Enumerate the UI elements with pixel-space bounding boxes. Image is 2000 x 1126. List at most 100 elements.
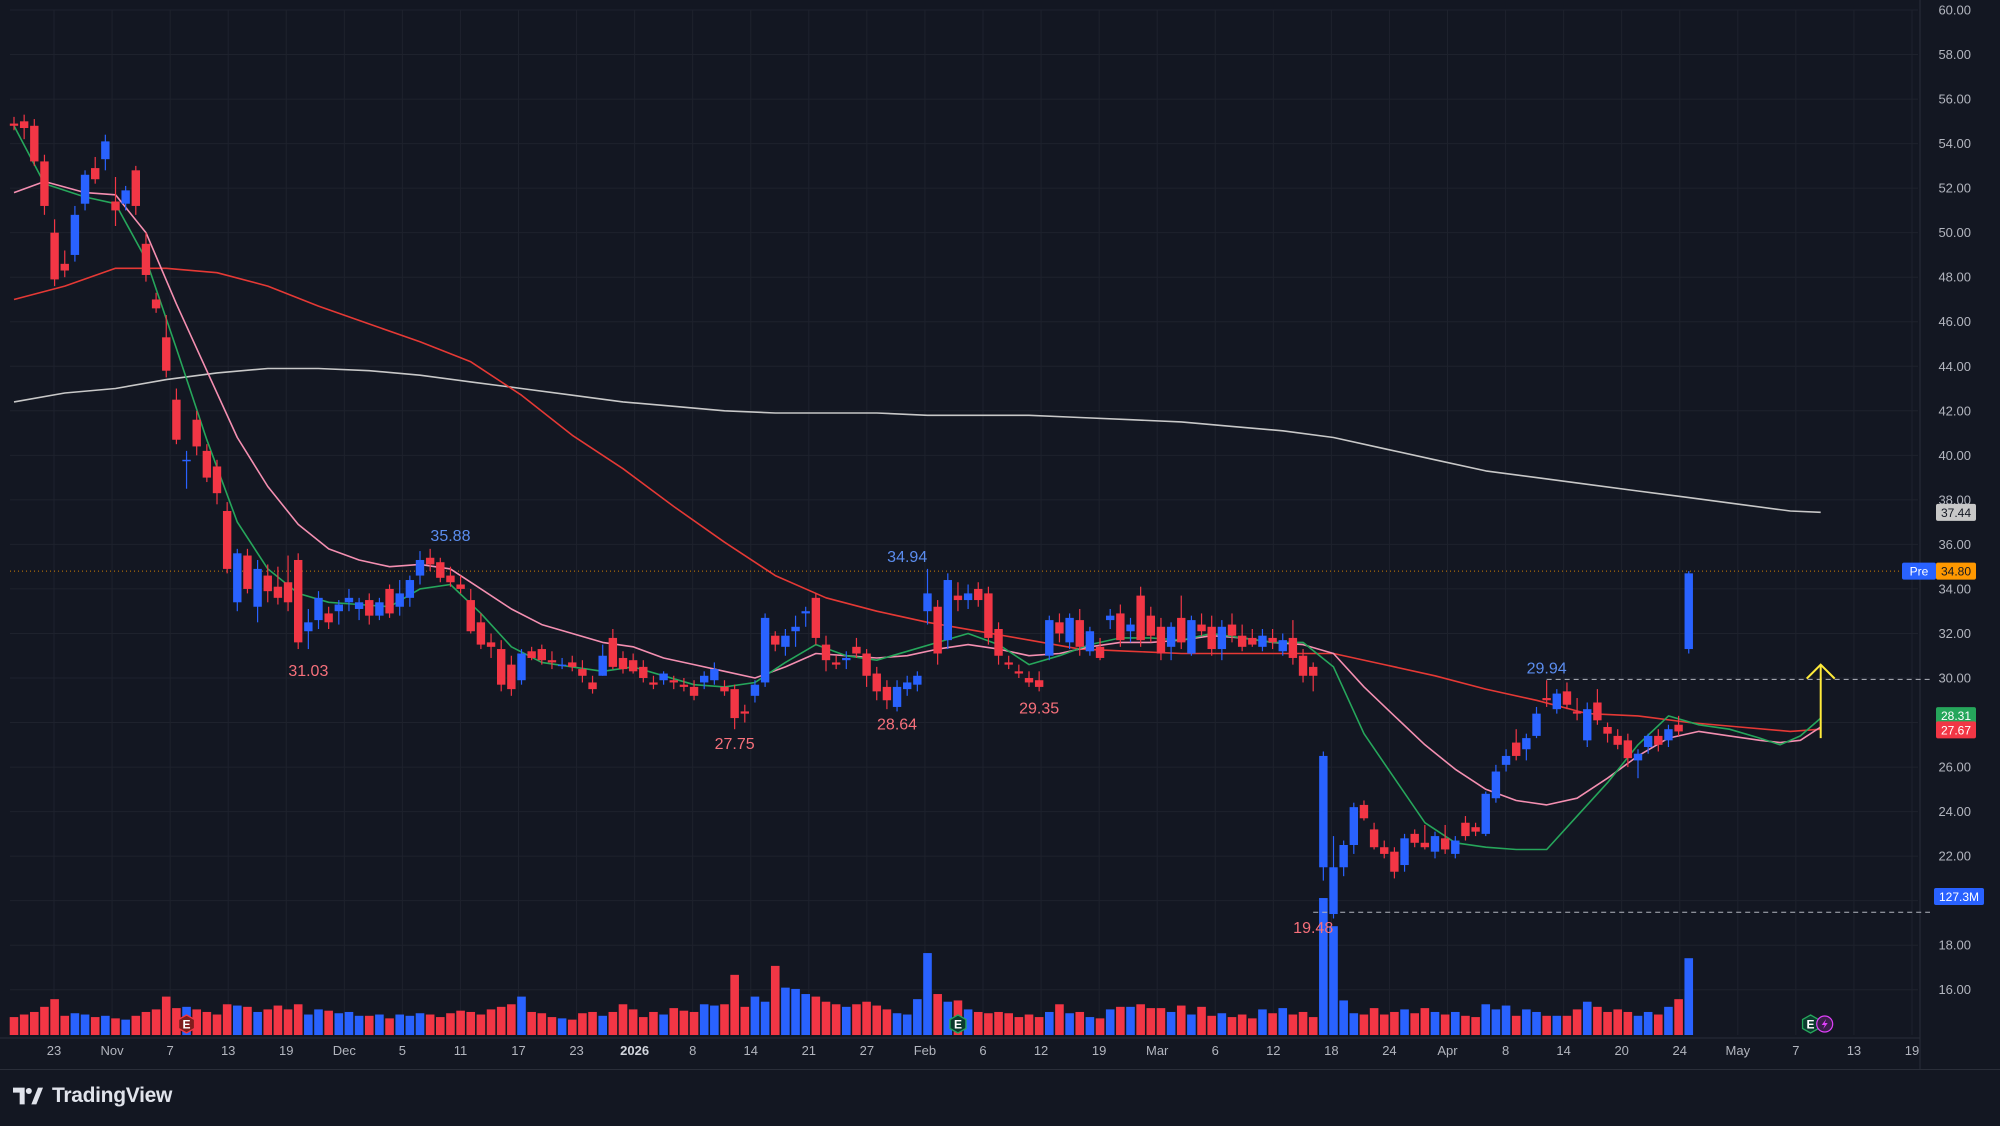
volume-bar xyxy=(172,1008,181,1035)
candle xyxy=(202,444,212,483)
candle xyxy=(984,586,993,645)
candle xyxy=(40,154,49,215)
candle xyxy=(1471,822,1480,837)
price-badge: 27.67 xyxy=(1936,721,1976,739)
candle xyxy=(1065,613,1074,650)
volume-bar xyxy=(293,1004,303,1035)
volume-bar xyxy=(436,1017,445,1035)
candle xyxy=(233,548,242,612)
candle xyxy=(1034,671,1044,692)
candle xyxy=(1674,715,1683,736)
candle xyxy=(1166,622,1176,661)
price-badge-bg xyxy=(1936,707,1976,725)
candle-body xyxy=(1339,845,1348,868)
volume-bar xyxy=(608,1011,618,1035)
candle-body xyxy=(50,232,59,280)
candle xyxy=(456,575,465,594)
candle xyxy=(923,568,932,625)
candle-body xyxy=(862,653,871,676)
candle xyxy=(1349,802,1358,854)
candle xyxy=(1024,671,1034,687)
brand[interactable]: TradingView xyxy=(12,1084,172,1108)
price-tick-label: 42.00 xyxy=(1938,403,1971,418)
candle-body xyxy=(1055,622,1064,634)
candle-body xyxy=(892,686,902,707)
candle-body xyxy=(771,635,780,645)
candle xyxy=(1136,586,1145,647)
volume-bar xyxy=(801,994,810,1035)
date-tick-label: May xyxy=(1726,1043,1751,1058)
volume-bar xyxy=(19,1014,29,1035)
candle xyxy=(1613,729,1622,750)
date-tick-label: 12 xyxy=(1034,1043,1048,1058)
candle-body xyxy=(1217,626,1227,650)
candle xyxy=(19,114,29,140)
candle xyxy=(395,580,404,616)
candle xyxy=(1085,626,1095,656)
candle-body xyxy=(811,597,821,638)
price-tick-label: 60.00 xyxy=(1938,3,1971,18)
candle xyxy=(304,608,313,650)
volume-bar xyxy=(760,1001,770,1035)
volume-bar xyxy=(1085,1017,1095,1035)
volume-bar xyxy=(902,1014,912,1035)
candle-body xyxy=(1583,709,1592,741)
volume-bar xyxy=(1440,1014,1450,1035)
candle xyxy=(700,671,709,690)
candle xyxy=(415,551,425,585)
date-tick-label: 19 xyxy=(279,1043,293,1058)
candle xyxy=(1227,613,1237,643)
candle-body xyxy=(497,649,506,685)
volume-bar xyxy=(1095,1018,1105,1035)
volume-bar xyxy=(425,1014,435,1035)
price-badge: 34.80 xyxy=(1936,562,1976,580)
candle xyxy=(943,573,952,650)
date-tick-label: 2026 xyxy=(620,1043,649,1058)
volume-bar xyxy=(649,1011,658,1035)
candle xyxy=(121,185,130,211)
volume-bar xyxy=(537,1013,547,1035)
candle-body xyxy=(1258,635,1267,647)
candle xyxy=(192,410,201,456)
volume-bar xyxy=(710,1005,719,1035)
volume-bar xyxy=(639,1017,648,1035)
candle xyxy=(1562,682,1572,710)
candle-body xyxy=(446,575,455,583)
candle-body xyxy=(70,214,80,255)
candle xyxy=(537,644,546,665)
volume-bar xyxy=(567,1019,577,1035)
candle-body xyxy=(415,559,425,576)
candle xyxy=(70,205,80,262)
candle-body xyxy=(639,666,648,678)
volume-bar xyxy=(233,1005,242,1035)
candle-body xyxy=(588,682,597,690)
candle-body xyxy=(1187,620,1196,654)
price-tick-label: 30.00 xyxy=(1938,671,1971,686)
candle-body xyxy=(1410,833,1419,843)
date-tick-label: 17 xyxy=(511,1043,525,1058)
volume-bar xyxy=(1136,1004,1145,1035)
candle xyxy=(222,502,232,574)
candle xyxy=(649,675,658,690)
volume-bar xyxy=(1522,1009,1531,1035)
candle xyxy=(1177,595,1186,650)
candle-body xyxy=(1288,637,1298,658)
candle-body xyxy=(30,125,39,162)
candle xyxy=(425,548,435,572)
volume-bar xyxy=(131,1015,141,1035)
candle-body xyxy=(1522,738,1531,750)
price-chart[interactable]: 60.00 58.00 56.00 54.00 52.00 50.00 48.00 46.00… xyxy=(0,0,2000,1069)
volume-bar xyxy=(476,1014,486,1035)
volume-bar xyxy=(842,1006,851,1035)
price-tick-label: 44.00 xyxy=(1938,359,1971,374)
date-tick-label: 11 xyxy=(454,1043,468,1058)
volume-bar xyxy=(496,1006,506,1035)
candle xyxy=(831,655,841,670)
candle xyxy=(1481,791,1490,837)
volume-bar xyxy=(375,1014,384,1035)
candle-body xyxy=(1095,646,1105,658)
chart-area[interactable]: 60.00 58.00 56.00 54.00 52.00 50.00 48.00 46.00… xyxy=(0,0,2000,1069)
candle xyxy=(1237,624,1247,652)
candle-body xyxy=(1674,724,1683,732)
candle-body xyxy=(974,588,983,601)
